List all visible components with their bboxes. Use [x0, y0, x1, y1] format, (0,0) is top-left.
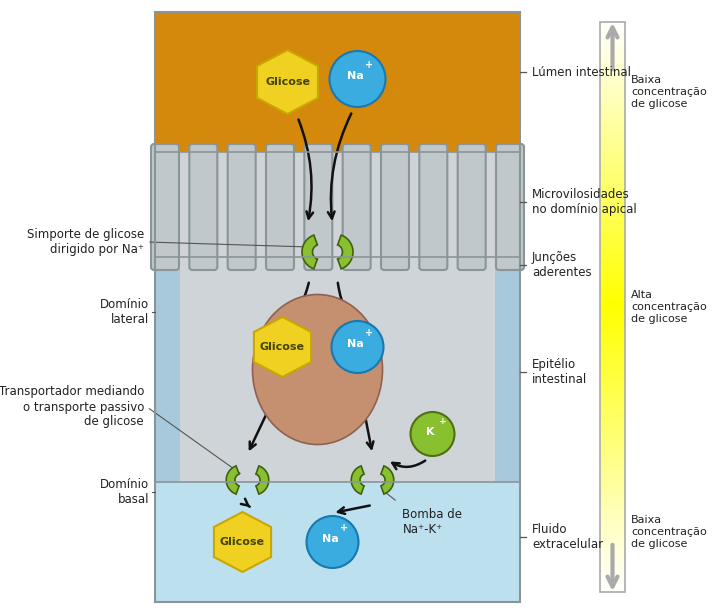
- Text: Transportador mediando
o transporte passivo
de glicose: Transportador mediando o transporte pass…: [0, 386, 144, 428]
- FancyBboxPatch shape: [381, 144, 409, 270]
- FancyBboxPatch shape: [496, 144, 524, 270]
- Text: +: +: [439, 417, 447, 427]
- Text: Na: Na: [347, 339, 364, 349]
- FancyBboxPatch shape: [457, 144, 485, 270]
- FancyBboxPatch shape: [228, 144, 256, 270]
- Text: Glicose: Glicose: [265, 77, 310, 87]
- Text: Fluido
extracelular: Fluido extracelular: [532, 523, 603, 551]
- Text: Junções
aderentes: Junções aderentes: [532, 251, 592, 279]
- Text: Lúmen intestinal: Lúmen intestinal: [532, 65, 631, 78]
- Polygon shape: [254, 317, 311, 377]
- Text: Simporte de glicose
dirigido por Na⁺: Simporte de glicose dirigido por Na⁺: [27, 228, 144, 256]
- Circle shape: [332, 321, 383, 373]
- Bar: [495, 257, 520, 482]
- Circle shape: [411, 412, 454, 456]
- Ellipse shape: [253, 294, 383, 444]
- Text: Baixa
concentração
de glicose: Baixa concentração de glicose: [631, 75, 707, 108]
- FancyBboxPatch shape: [190, 144, 218, 270]
- Text: Epitélio
intestinal: Epitélio intestinal: [532, 358, 587, 386]
- Text: Baixa
concentração
de glicose: Baixa concentração de glicose: [631, 515, 707, 548]
- Circle shape: [330, 51, 386, 107]
- Text: Alta
concentração
de glicose: Alta concentração de glicose: [631, 291, 707, 324]
- FancyBboxPatch shape: [342, 144, 370, 270]
- Polygon shape: [302, 235, 317, 269]
- Bar: [155, 12, 520, 152]
- Text: Glicose: Glicose: [260, 342, 305, 352]
- Text: Microvilosidades
no domínio apical: Microvilosidades no domínio apical: [532, 188, 637, 216]
- Text: +: +: [340, 523, 348, 533]
- FancyBboxPatch shape: [419, 144, 447, 270]
- Bar: [155, 482, 520, 602]
- Bar: [155, 152, 177, 257]
- Text: Bomba de
Na⁺-K⁺: Bomba de Na⁺-K⁺: [403, 508, 462, 536]
- Bar: [155, 257, 180, 482]
- Polygon shape: [381, 466, 393, 494]
- Polygon shape: [351, 466, 364, 494]
- FancyBboxPatch shape: [304, 144, 332, 270]
- Polygon shape: [257, 50, 318, 114]
- Bar: [600, 22, 625, 592]
- Text: Na: Na: [347, 71, 364, 81]
- Text: Glicose: Glicose: [220, 537, 265, 547]
- Polygon shape: [226, 466, 239, 494]
- Text: Domínio
basal: Domínio basal: [100, 478, 149, 506]
- Text: Na: Na: [322, 534, 339, 544]
- Bar: [155, 12, 520, 602]
- Polygon shape: [214, 512, 271, 572]
- Circle shape: [307, 516, 358, 568]
- Bar: [155, 152, 520, 257]
- Bar: [498, 152, 520, 257]
- FancyBboxPatch shape: [151, 144, 179, 270]
- Polygon shape: [337, 235, 353, 269]
- Text: K: K: [426, 427, 435, 437]
- Text: +: +: [365, 328, 373, 338]
- Text: +: +: [365, 60, 373, 70]
- Polygon shape: [256, 466, 269, 494]
- Bar: [155, 257, 520, 482]
- FancyBboxPatch shape: [266, 144, 294, 270]
- Text: Domínio
lateral: Domínio lateral: [100, 298, 149, 326]
